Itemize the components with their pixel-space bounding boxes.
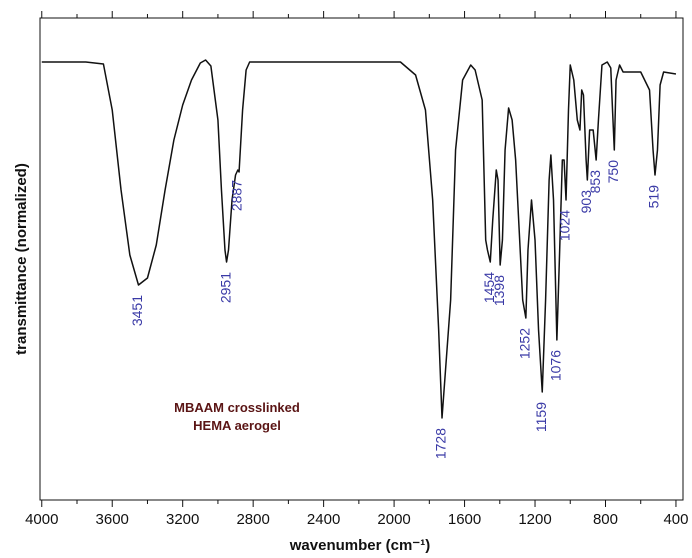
x-tick-label: 400 — [663, 511, 688, 528]
peak-label: 1076 — [548, 350, 564, 381]
x-tick-label: 2400 — [307, 511, 340, 528]
x-tick-label: 800 — [593, 511, 618, 528]
peak-label: 1454 — [481, 272, 497, 303]
peak-label: 3451 — [129, 295, 145, 326]
peak-label: 2951 — [217, 272, 233, 303]
peak-label: 853 — [587, 170, 603, 194]
peak-label: 1398 — [491, 275, 507, 306]
x-tick-label: 1200 — [518, 511, 551, 528]
x-axis-label: wavenumber (cm⁻¹) — [289, 537, 430, 554]
peak-label: 903 — [578, 190, 594, 214]
x-tick-label: 4000 — [25, 511, 58, 528]
x-tick-label: 2800 — [236, 511, 269, 528]
y-axis-label: transmittance (normalized) — [13, 163, 30, 355]
x-tick-label: 3600 — [96, 511, 129, 528]
peak-label: 519 — [646, 185, 662, 209]
peak-label: 1252 — [517, 328, 533, 359]
spectrum-line — [41, 59, 677, 419]
peak-label: 1024 — [557, 210, 573, 241]
x-tick-label: 1600 — [448, 511, 481, 528]
plot-frame — [39, 17, 684, 501]
peak-label: 2887 — [229, 180, 245, 211]
sample-label: MBAAM crosslinked — [174, 400, 300, 415]
peak-label: 750 — [605, 160, 621, 184]
x-tick-label: 2000 — [377, 511, 410, 528]
peak-label: 1728 — [433, 428, 449, 459]
peak-label: 1159 — [533, 402, 549, 432]
x-tick-label: 3200 — [166, 511, 199, 528]
sample-label: HEMA aerogel — [193, 418, 281, 433]
